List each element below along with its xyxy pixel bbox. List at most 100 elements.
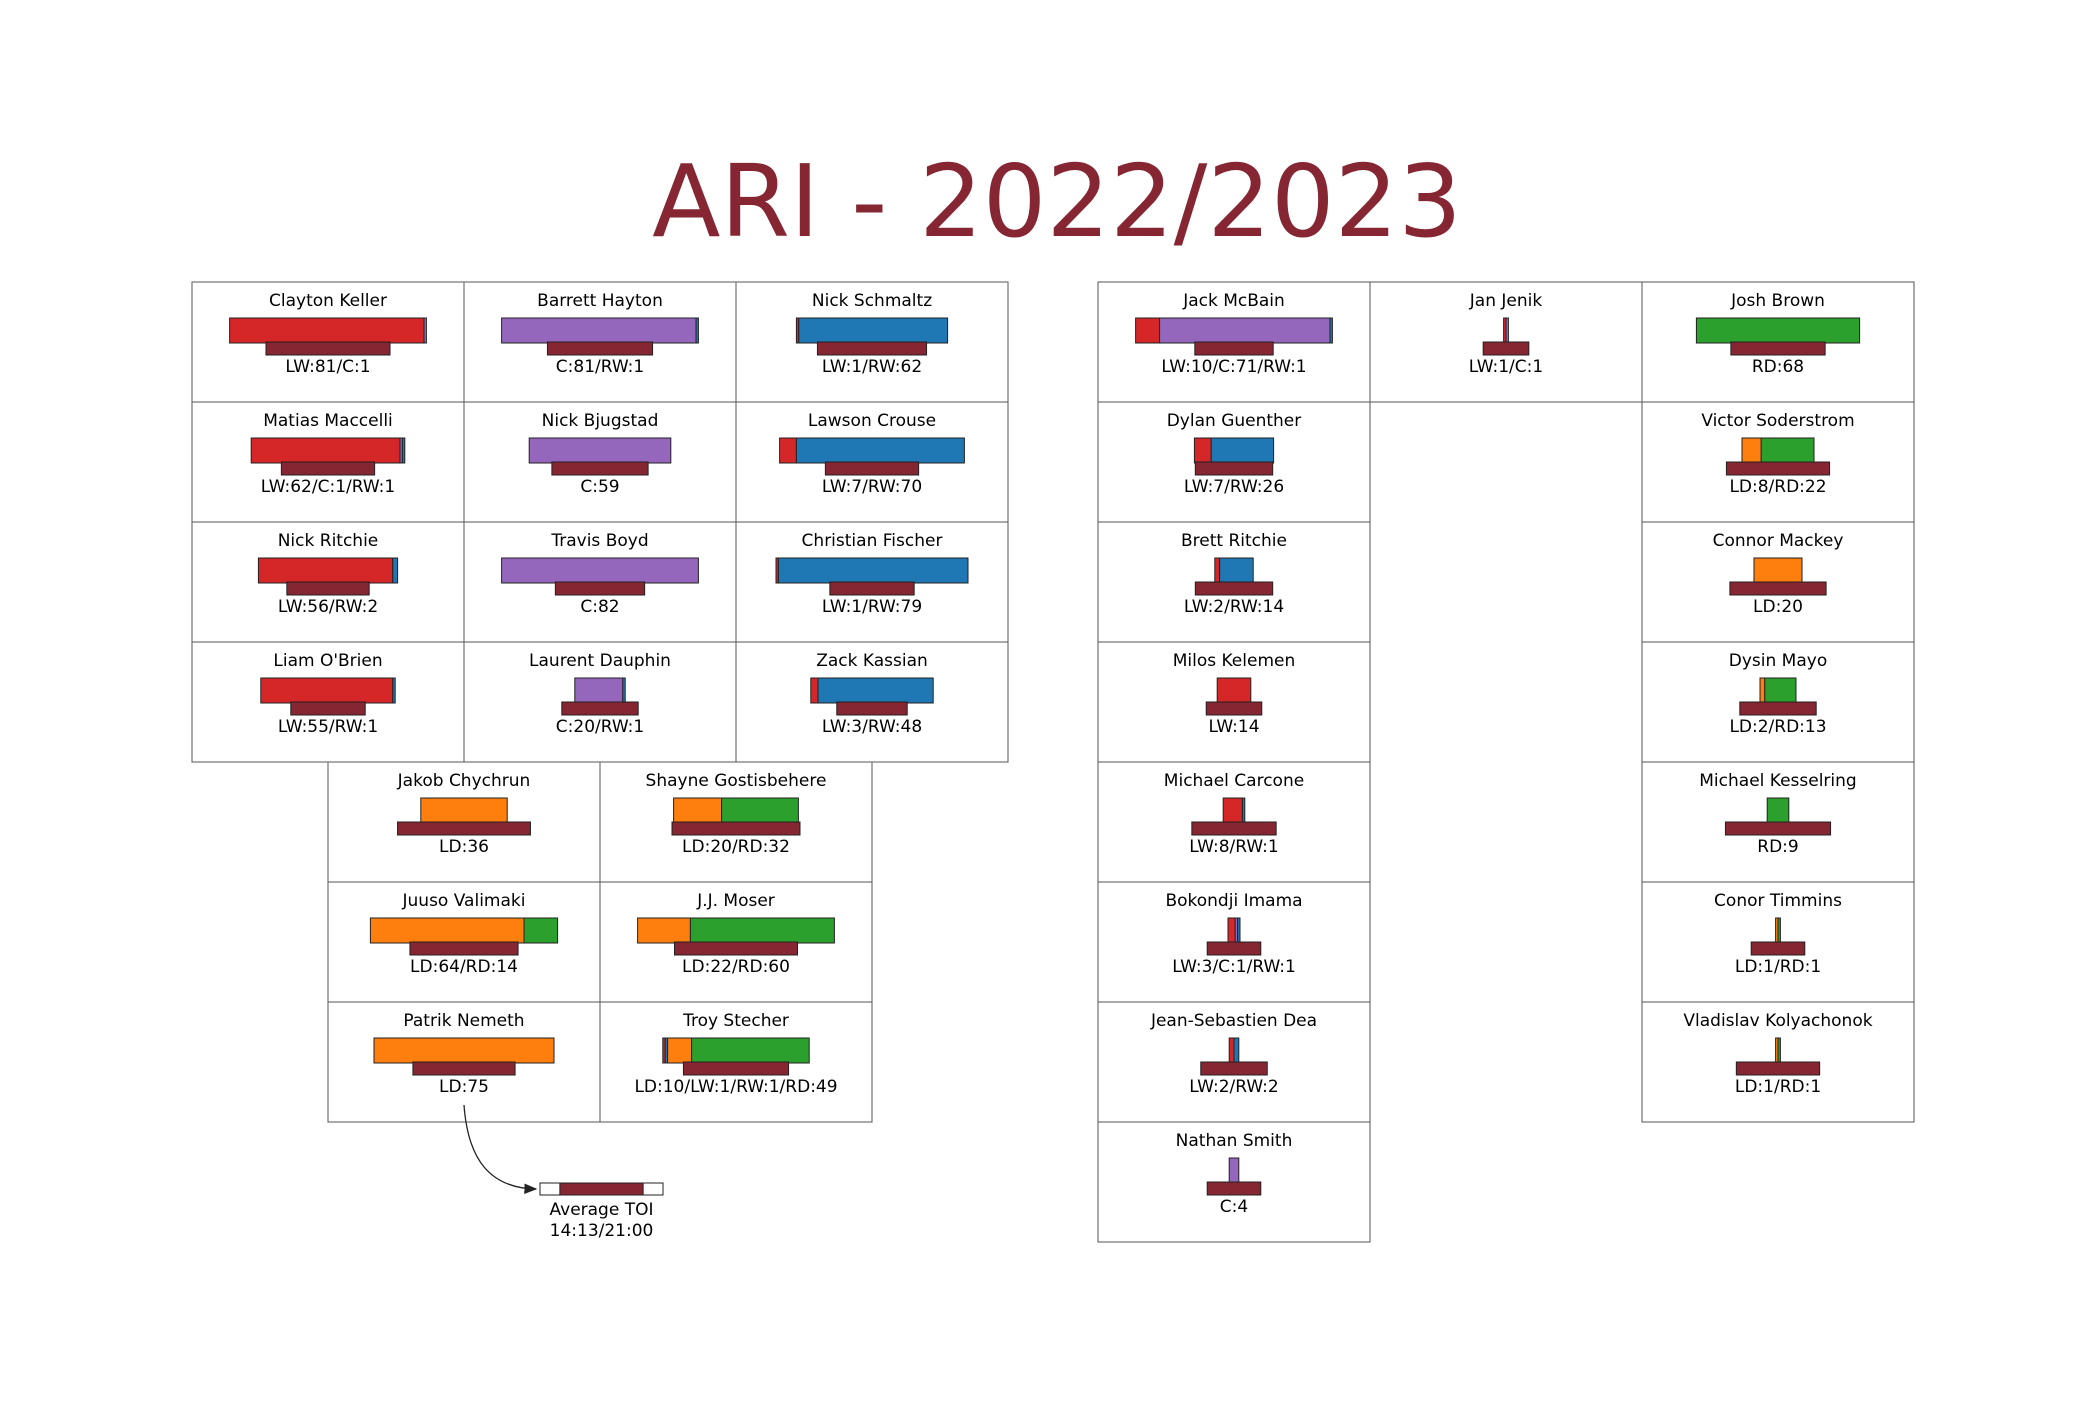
toi-bar [265, 341, 391, 356]
toi-bar [286, 581, 370, 596]
bar-segment-rw [392, 557, 399, 584]
position-counts-label: C:20/RW:1 [556, 717, 644, 737]
toi-bar [1725, 461, 1831, 476]
bar-segment-rd [523, 917, 559, 944]
bar-segment-ld [369, 917, 525, 944]
position-counts-label: C:59 [580, 477, 619, 497]
toi-bar [829, 581, 915, 596]
player-cell-juuso-valimaki: Juuso Valimaki LD:64/RD:14 [327, 881, 601, 1003]
group-extra-defense: Josh Brown RD:68 Victor Soderstrom LD:8/RD:… [1641, 281, 1915, 1123]
legend-label: Average TOI [550, 1200, 654, 1220]
player-name: Juuso Valimaki [402, 891, 526, 911]
toi-bar [682, 1061, 790, 1076]
player-cell-jack-mcbain: Jack McBain LW:10/C:71/RW:1 [1097, 281, 1371, 403]
bar-segment-c [1159, 317, 1331, 344]
bar-segment-lw [810, 677, 819, 704]
position-counts-label: LW:3/C:1/RW:1 [1172, 957, 1296, 977]
player-cell-bokondji-imama: Bokondji Imama LW:3/C:1/RW:1 [1097, 881, 1371, 1003]
toi-bar [1735, 1061, 1821, 1076]
player-cell-christian-fischer: Christian Fischer LW:1/RW:79 [735, 521, 1009, 643]
position-counts-label: LW:8/RW:1 [1189, 837, 1278, 857]
bar-segment-lw [229, 317, 425, 344]
position-counts-label: LD:20 [1753, 597, 1803, 617]
player-name: Patrik Nemeth [403, 1011, 524, 1031]
player-cell-josh-brown: Josh Brown RD:68 [1641, 281, 1915, 403]
position-counts-label: LW:1/RW:62 [822, 357, 922, 377]
bar-segment-rw [392, 677, 396, 704]
player-cell-j-j-moser: J.J. Moser LD:22/RD:60 [599, 881, 873, 1003]
bar-segment-rw [622, 677, 626, 704]
toi-bar [1730, 341, 1826, 356]
position-counts-label: LW:14 [1208, 717, 1259, 737]
toi-bar [397, 821, 531, 836]
position-counts-label: LW:2/RW:14 [1184, 597, 1284, 617]
toi-bar [554, 581, 646, 596]
player-cell-laurent-dauphin: Laurent Dauphin C:20/RW:1 [463, 641, 737, 763]
player-name: Clayton Keller [269, 291, 387, 311]
player-name: Vladislav Kolyachonok [1683, 1011, 1872, 1031]
cell-border [463, 401, 737, 523]
toi-bar [551, 461, 649, 476]
player-cell-brett-ritchie: Brett Ritchie LW:2/RW:14 [1097, 521, 1371, 643]
position-counts-label: LD:36 [439, 837, 489, 857]
player-cell-nathan-smith: Nathan Smith C:4 [1097, 1121, 1371, 1243]
toi-bar [290, 701, 366, 716]
bar-segment-ld [1759, 677, 1766, 704]
position-counts-label: LD:10/LW:1/RW:1/RD:49 [634, 1077, 837, 1097]
group-forwards: Clayton Keller LW:81/C:1 Barrett Hayton C:8… [191, 281, 1009, 763]
bar-segment-rd [1766, 797, 1790, 824]
toi-bar [1729, 581, 1827, 596]
toi-bar [1739, 701, 1817, 716]
bar-segment-ld [1741, 437, 1762, 464]
bar-segment-rd [1760, 437, 1815, 464]
player-name: Michael Carcone [1164, 771, 1304, 791]
position-counts-label: LD:64/RD:14 [410, 957, 518, 977]
bar-segment-lw [779, 437, 797, 464]
bar-segment-ld [667, 1037, 693, 1064]
toi-bar [1205, 701, 1263, 716]
player-cell-jan-jenik: Jan Jenik LW:1/C:1 [1369, 281, 1643, 403]
player-cell-zack-kassian: Zack Kassian LW:3/RW:48 [735, 641, 1009, 763]
legend-arrow [463, 1104, 538, 1194]
player-cell-dylan-guenther: Dylan Guenther LW:7/RW:26 [1097, 401, 1371, 523]
bar-segment-lw [1135, 317, 1161, 344]
bar-segment-c [574, 677, 624, 704]
player-name: Troy Stecher [682, 1011, 789, 1031]
player-name: Nathan Smith [1176, 1131, 1293, 1151]
player-cell-clayton-keller: Clayton Keller LW:81/C:1 [191, 281, 465, 403]
bar-segment-rd [721, 797, 799, 824]
group-extra-forwards-2: Jan Jenik LW:1/C:1 [1369, 281, 1643, 403]
bar-segment-rd [691, 1037, 810, 1064]
toi-bar [546, 341, 654, 356]
player-name: Connor Mackey [1713, 531, 1844, 551]
player-name: Zack Kassian [816, 651, 928, 671]
toi-bar [673, 941, 799, 956]
toi-bar [816, 341, 928, 356]
player-cell-dysin-mayo: Dysin Mayo LD:2/RD:13 [1641, 641, 1915, 763]
player-name: Matias Maccelli [263, 411, 393, 431]
player-cell-michael-carcone: Michael Carcone LW:8/RW:1 [1097, 761, 1371, 883]
bar-segment-rd [1695, 317, 1861, 344]
player-name: Jack McBain [1182, 291, 1285, 311]
chart-title: ARI - 2022/2023 [652, 143, 1462, 260]
player-cell-lawson-crouse: Lawson Crouse LW:7/RW:70 [735, 401, 1009, 523]
player-name: Barrett Hayton [537, 291, 663, 311]
bar-segment-rd [1764, 677, 1797, 704]
bar-segment-rw [1219, 557, 1254, 584]
toi-bar [1194, 581, 1274, 596]
legend-value: 14:13/21:00 [550, 1221, 654, 1241]
player-cell-travis-boyd: Travis Boyd C:82 [463, 521, 737, 643]
toi-bar [1724, 821, 1832, 836]
toi-bar [1194, 461, 1274, 476]
position-counts-label: C:81/RW:1 [556, 357, 644, 377]
player-name: Dysin Mayo [1729, 651, 1827, 671]
bar-segment-c [1228, 1157, 1240, 1184]
position-counts-label: LW:2/RW:2 [1189, 1077, 1278, 1097]
toi-bar [1194, 341, 1274, 356]
bar-segment-c [528, 437, 672, 464]
position-counts-label: LW:7/RW:26 [1184, 477, 1284, 497]
position-counts-label: LD:22/RD:60 [682, 957, 790, 977]
bar-segment-rw [777, 557, 969, 584]
bar-segment-ld [637, 917, 691, 944]
player-name: Jan Jenik [1469, 291, 1543, 311]
